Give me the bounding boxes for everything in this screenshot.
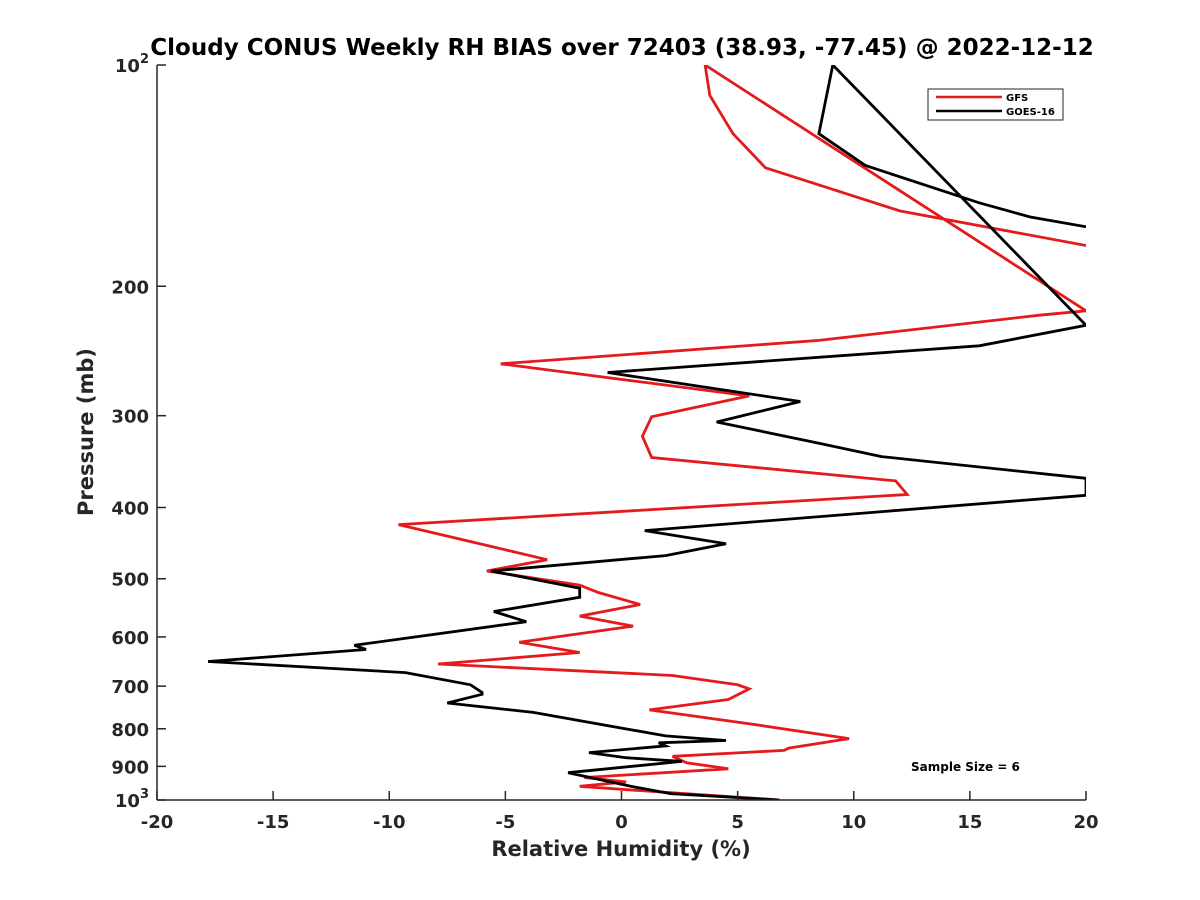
x-tick-label: 5 (731, 812, 744, 833)
y-tick-label: 600 (111, 628, 149, 649)
y-tick-label: 200 (111, 277, 149, 298)
y-tick-label: 500 (111, 570, 149, 591)
chart-title: Cloudy CONUS Weekly RH BIAS over 72403 (… (150, 35, 1093, 61)
x-tick-label: -5 (495, 812, 515, 833)
plot-background (157, 65, 1086, 800)
x-tick-label: 0 (615, 812, 628, 833)
legend-label-gfs: GFS (1006, 93, 1028, 104)
x-tick-label: 20 (1073, 812, 1098, 833)
x-tick-label: 10 (841, 812, 866, 833)
y-tick-label: 700 (111, 677, 149, 698)
x-tick-label: -15 (257, 812, 290, 833)
y-axis-label: Pressure (mb) (74, 348, 98, 516)
y-tick-label: 102 (115, 52, 149, 77)
y-tick-label: 300 (111, 407, 149, 428)
x-axis-label: Relative Humidity (%) (491, 837, 750, 861)
x-tick-label: -10 (373, 812, 406, 833)
y-tick-label: 800 (111, 720, 149, 741)
y-tick-label-exponent: 2 (140, 52, 149, 67)
y-tick-label: 400 (111, 499, 149, 520)
x-tick-label: 15 (957, 812, 982, 833)
series-layer (207, 65, 1086, 800)
sample-size-annotation: Sample Size = 6 (911, 760, 1020, 774)
x-tick-label: -20 (141, 812, 174, 833)
series-line-goes16 (207, 65, 1086, 800)
y-tick-label: 103 (115, 787, 149, 812)
legend-label-goes16: GOES-16 (1006, 107, 1055, 118)
y-tick-label-base: 10 (115, 791, 140, 812)
legend-box (927, 88, 1064, 121)
y-tick-label-exponent: 3 (140, 787, 149, 802)
x-axis-ticks: -20 -15 -10 -5 0 5 10 15 20 (141, 791, 1099, 833)
legend: GFS GOES-16 (927, 88, 1064, 121)
series-line-gfs (398, 65, 1086, 800)
y-tick-label-base: 10 (115, 56, 140, 77)
y-tick-label: 900 (111, 757, 149, 778)
plot-area: -20 -15 -10 -5 0 5 10 15 20 10220030040050060070… (111, 52, 1098, 833)
